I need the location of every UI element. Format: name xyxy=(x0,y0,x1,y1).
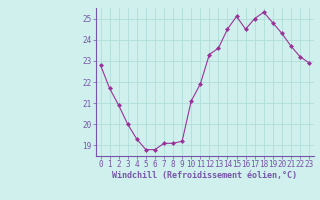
X-axis label: Windchill (Refroidissement éolien,°C): Windchill (Refroidissement éolien,°C) xyxy=(112,171,297,180)
